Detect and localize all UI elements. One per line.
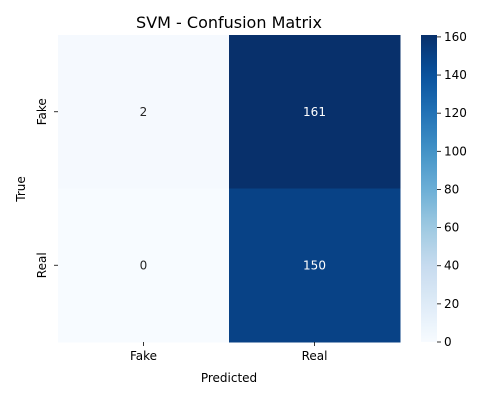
x-axis-label: Predicted [201, 371, 257, 385]
x-tick-label: Fake [130, 349, 157, 363]
y-axis: Fake Real [35, 98, 58, 278]
cell-value-label: 161 [303, 105, 326, 119]
colorbar-tick-label: 80 [444, 182, 459, 196]
colorbar-tick-label: 60 [444, 221, 459, 235]
colorbar-tick-label: 100 [444, 144, 467, 158]
colorbar-tick-label: 20 [444, 297, 459, 311]
y-tick-label: Fake [35, 98, 49, 125]
colorbar-tick-label: 140 [444, 68, 467, 82]
colorbar-tick-label: 0 [444, 335, 452, 349]
colorbar-tick-label: 120 [444, 106, 467, 120]
colorbar-tick-label: 40 [444, 259, 459, 273]
heatmap-cell-real-fake [58, 188, 230, 343]
x-tick-label: Real [302, 349, 328, 363]
x-axis: Fake Real [130, 342, 327, 363]
heatmap-cell-fake-real [229, 35, 401, 189]
cell-value-label: 0 [140, 258, 148, 272]
colorbar [421, 35, 437, 342]
colorbar-tick-label: 160 [444, 30, 467, 44]
heatmap-cell-fake-fake [58, 35, 230, 189]
cell-value-label: 150 [303, 258, 326, 272]
colorbar-ticks: 0 20 40 60 80 100 120 140 160 [437, 30, 467, 349]
cell-labels: 2 161 0 150 [140, 105, 326, 273]
cell-value-label: 2 [140, 105, 148, 119]
y-axis-label: True [14, 176, 28, 203]
y-tick-label: Real [35, 252, 49, 278]
heatmap-cell-real-real [229, 188, 401, 343]
heatmap-cells [58, 35, 401, 343]
chart-title: SVM - Confusion Matrix [136, 13, 322, 32]
